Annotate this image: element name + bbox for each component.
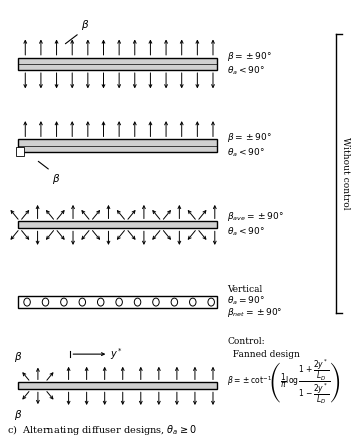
Circle shape: [42, 298, 49, 306]
Text: $\theta_a=90°$: $\theta_a=90°$: [227, 295, 265, 307]
Text: $\beta$: $\beta$: [14, 407, 23, 422]
Circle shape: [153, 298, 159, 306]
Text: Fanned design: Fanned design: [227, 350, 300, 359]
Text: Without control: Without control: [341, 137, 349, 210]
Text: $\beta=\pm90°$: $\beta=\pm90°$: [227, 131, 272, 144]
FancyBboxPatch shape: [18, 296, 217, 308]
FancyBboxPatch shape: [18, 221, 217, 228]
Circle shape: [190, 298, 196, 306]
Text: $\beta$: $\beta$: [81, 18, 89, 32]
Text: c)  Alternating diffuser designs, $\theta_a\geq0$: c) Alternating diffuser designs, $\theta…: [7, 423, 197, 437]
Circle shape: [171, 298, 178, 306]
Circle shape: [97, 298, 104, 306]
Text: $\theta_a<90°$: $\theta_a<90°$: [227, 226, 265, 238]
Text: $\beta=\pm\cot^{-1}\!\!\left(\dfrac{1}{\pi}\log\dfrac{1+\dfrac{2y^*}{L_D}}{1-\df: $\beta=\pm\cot^{-1}\!\!\left(\dfrac{1}{\…: [227, 357, 341, 406]
Text: $\beta$: $\beta$: [52, 172, 61, 186]
Text: $\beta_{net}=\pm90°$: $\beta_{net}=\pm90°$: [227, 306, 283, 319]
Text: $\beta_{ave}=\pm90°$: $\beta_{ave}=\pm90°$: [227, 210, 284, 224]
Circle shape: [61, 298, 67, 306]
Text: $\theta_a<90°$: $\theta_a<90°$: [227, 146, 265, 159]
Circle shape: [134, 298, 141, 306]
Text: $\beta$: $\beta$: [14, 350, 23, 364]
Text: $\theta_a<90°$: $\theta_a<90°$: [227, 65, 265, 77]
Text: Control:: Control:: [227, 337, 265, 346]
Circle shape: [24, 298, 30, 306]
FancyBboxPatch shape: [16, 147, 24, 156]
FancyBboxPatch shape: [18, 58, 217, 70]
Text: Vertical: Vertical: [227, 285, 263, 294]
Text: $\beta=\pm90°$: $\beta=\pm90°$: [227, 49, 272, 63]
Circle shape: [208, 298, 214, 306]
FancyBboxPatch shape: [18, 139, 217, 152]
Circle shape: [116, 298, 122, 306]
Text: $y^*$: $y^*$: [110, 346, 123, 362]
FancyBboxPatch shape: [18, 382, 217, 389]
Circle shape: [79, 298, 86, 306]
